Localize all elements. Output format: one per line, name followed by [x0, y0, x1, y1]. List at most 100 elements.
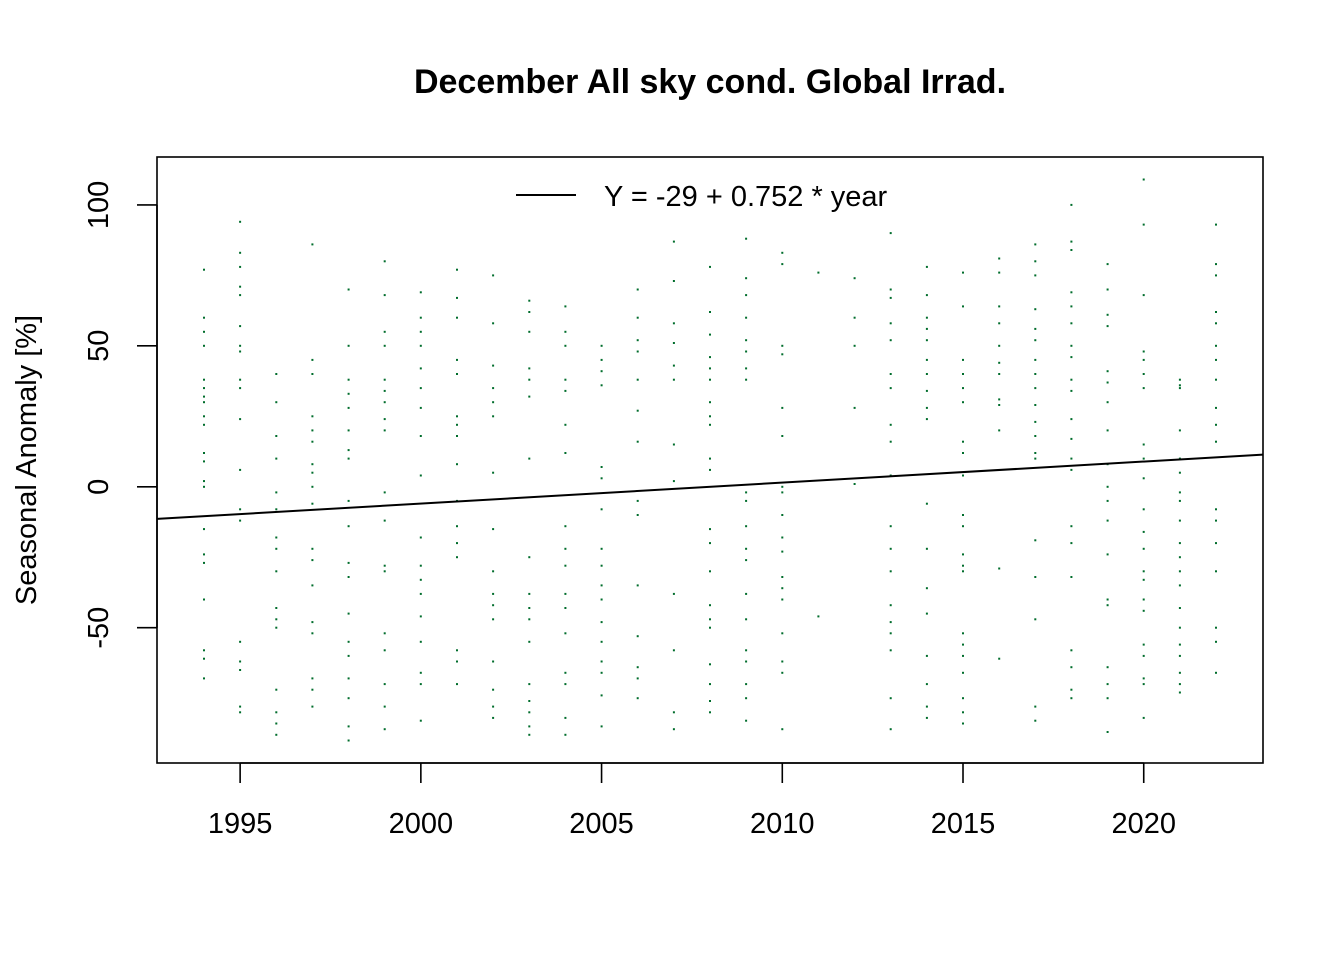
data-point [1106, 499, 1109, 502]
data-point [1106, 381, 1109, 384]
data-point [347, 344, 350, 347]
data-point [1178, 570, 1181, 573]
data-point [1070, 322, 1073, 325]
data-point [1034, 452, 1037, 454]
data-point [998, 361, 1001, 364]
data-point [456, 542, 458, 545]
data-point [781, 251, 784, 254]
data-point [311, 621, 314, 624]
data-point [419, 367, 422, 370]
data-point [889, 697, 892, 700]
data-point [275, 733, 278, 736]
data-point [781, 598, 784, 601]
data-point [1106, 731, 1109, 733]
data-point [672, 342, 675, 344]
data-point [962, 525, 964, 528]
data-point [1142, 570, 1145, 573]
data-point [528, 299, 531, 302]
data-point [1178, 691, 1181, 694]
data-point [600, 547, 603, 550]
data-point [1106, 401, 1109, 404]
data-point [492, 364, 495, 367]
data-point [564, 389, 567, 392]
data-point [1142, 643, 1145, 646]
data-point [311, 677, 314, 680]
data-point [889, 339, 892, 342]
data-point [1106, 485, 1109, 488]
data-point [1178, 654, 1181, 657]
data-point [347, 561, 350, 564]
data-point [745, 683, 748, 686]
data-point [1215, 519, 1217, 522]
data-point [1106, 697, 1109, 700]
data-point [419, 578, 422, 581]
data-point [1215, 570, 1217, 573]
data-point [1178, 387, 1181, 390]
data-point [1178, 491, 1181, 494]
data-point [1215, 423, 1217, 426]
data-point [383, 632, 386, 635]
data-point [889, 296, 892, 299]
data-point [528, 457, 531, 460]
data-point [1215, 542, 1217, 545]
data-point [962, 358, 964, 361]
data-point [636, 514, 639, 516]
data-point [564, 716, 567, 719]
data-point [745, 350, 748, 353]
data-point [925, 294, 928, 297]
data-point [564, 547, 567, 550]
data-point [419, 474, 422, 477]
data-point [925, 406, 928, 409]
data-points [203, 178, 1217, 742]
data-point [203, 423, 205, 426]
data-point [781, 587, 784, 590]
data-point [203, 553, 205, 556]
y-axis-label: Seasonal Anomaly [%] [11, 315, 43, 605]
data-point [925, 358, 928, 361]
x-axis: 1995 2000 2005 2010 2015 2020 [208, 762, 1176, 840]
data-point [745, 618, 748, 621]
data-point [419, 435, 422, 437]
data-point [889, 621, 892, 624]
data-point [528, 618, 531, 621]
data-point [419, 387, 422, 390]
data-point [311, 373, 314, 375]
data-point [1070, 437, 1073, 440]
data-point [1070, 291, 1073, 294]
data-point [275, 373, 278, 375]
data-point [636, 440, 639, 443]
data-point [311, 584, 314, 587]
data-point [311, 688, 314, 691]
data-point [1178, 671, 1181, 674]
data-point [239, 378, 242, 381]
x-tick-label: 1995 [208, 808, 273, 840]
data-point [1106, 519, 1109, 522]
data-point [672, 711, 675, 714]
data-point [1106, 288, 1109, 291]
data-point [781, 406, 784, 409]
data-point [528, 700, 531, 702]
data-point [1215, 358, 1217, 361]
data-point [239, 220, 242, 223]
data-point [709, 570, 711, 573]
data-point [492, 570, 495, 573]
data-point [492, 660, 495, 663]
data-point [203, 649, 205, 652]
x-tick-label: 2015 [931, 808, 996, 840]
data-point [709, 415, 711, 418]
data-point [1142, 716, 1145, 719]
data-point [1034, 358, 1037, 361]
data-point [347, 449, 350, 452]
data-point [1070, 542, 1073, 545]
x-tick-label: 2020 [1111, 808, 1176, 840]
data-point [239, 251, 242, 254]
plot-frame [156, 156, 1264, 764]
data-point [853, 344, 856, 347]
data-point [781, 660, 784, 663]
data-point [1106, 370, 1109, 373]
data-point [709, 333, 711, 336]
data-point [564, 525, 567, 528]
data-point [1106, 683, 1109, 686]
data-point [311, 559, 314, 562]
